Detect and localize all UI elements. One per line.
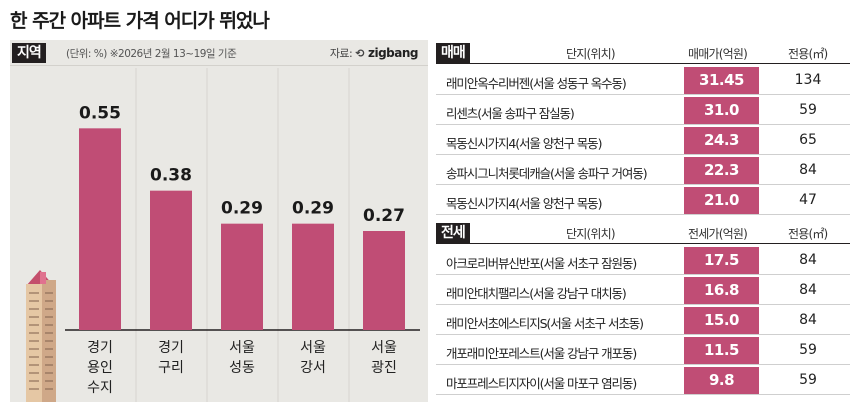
bar-value-label: 0.27 (363, 206, 405, 226)
lease-row-price: 9.8 (684, 367, 759, 394)
sale-row-price: 21.0 (684, 187, 759, 214)
category-label: 수지 (87, 380, 113, 396)
category-label: 구리 (158, 360, 184, 376)
category-label: 경기 (87, 340, 113, 356)
lease-row-area: 59 (799, 372, 817, 388)
bar (150, 190, 192, 330)
sale-table-row: 목동신시가지4(서울 양천구 목동) 24.3 65 (436, 127, 850, 155)
lease-header-price: 전세가(억원) (688, 227, 748, 241)
sale-row-price: 24.3 (684, 127, 759, 154)
top-prices-panel: 매매 단지(위치) 매매가(억원) 전용(㎡) 래미안옥수리버젠(서울 성동구 … (436, 40, 850, 402)
zigbang-logo-icon: ⟲ (355, 47, 364, 60)
category-label: 경기 (158, 340, 184, 356)
lease-row-price: 17.5 (684, 247, 759, 274)
source-note: 자료: ⟲ zigbang (329, 45, 419, 61)
bar (79, 128, 121, 330)
page-title: 한 주간 아파트 가격 어디가 뛰었나 (10, 10, 270, 32)
sale-row-price: 31.0 (684, 97, 759, 124)
category-label: 서울 (229, 340, 255, 356)
sale-header-area: 전용(㎡) (788, 47, 828, 61)
category-label: 성동 (229, 360, 255, 376)
sale-table-row: 리센츠(서울 송파구 잠실동) 31.0 59 (436, 97, 850, 125)
sale-row-price: 31.45 (684, 67, 759, 94)
bar (363, 231, 405, 330)
sale-header-price: 매매가(억원) (688, 47, 748, 61)
bar-value-label: 0.29 (292, 199, 334, 219)
lease-table-header: 전세 단지(위치) 전세가(억원) 전용(㎡) (436, 220, 850, 244)
lease-row-area: 84 (799, 282, 817, 298)
lease-header-name: 단지(위치) (566, 227, 616, 241)
lease-row-area: 84 (799, 252, 817, 268)
sale-table-row: 목동신시가지4(서울 양천구 목동) 21.0 47 (436, 187, 850, 215)
lease-row-name: 마포프레스티지자이(서울 마포구 염리동) (446, 376, 637, 391)
sale-header-name: 단지(위치) (566, 47, 616, 61)
bar-value-label: 0.55 (79, 103, 121, 123)
sale-row-area: 65 (799, 132, 817, 148)
sale-row-price: 22.3 (684, 157, 759, 184)
region-tag: 지역 (12, 43, 46, 63)
source-label: 자료: (329, 47, 353, 60)
lease-row-price: 11.5 (684, 337, 759, 364)
category-label: 서울 (300, 340, 326, 356)
lease-row-name: 래미안서초에스티지S(서울 서초구 서초동) (446, 316, 644, 331)
sale-tag: 매매 (436, 43, 470, 63)
lease-row-name: 아크로리버뷰신반포(서울 서초구 잠원동) (446, 256, 637, 271)
region-panel: 지역 (단위: %) ※2026년 2월 13~19일 기준 자료: ⟲ zigb… (10, 40, 428, 402)
sale-table-header: 매매 단지(위치) 매매가(억원) 전용(㎡) (436, 40, 850, 64)
unit-note: (단위: %) ※2026년 2월 13~19일 기준 (66, 46, 237, 61)
date-note: ※2026년 2월 13~19일 기준 (109, 48, 237, 60)
lease-table-row: 개포래미안포레스트(서울 강남구 개포동) 11.5 59 (436, 337, 850, 365)
bar-value-label: 0.29 (221, 199, 263, 219)
sale-row-name: 리센츠(서울 송파구 잠실동) (446, 106, 575, 121)
lease-row-name: 래미안대치팰리스(서울 강남구 대치동) (446, 286, 627, 301)
sale-row-area: 59 (799, 102, 817, 118)
lease-row-name: 개포래미안포레스트(서울 강남구 개포동) (446, 346, 637, 361)
sale-row-area: 84 (799, 162, 817, 178)
lease-table-row: 아크로리버뷰신반포(서울 서초구 잠원동) 17.5 84 (436, 247, 850, 275)
bar (292, 223, 334, 330)
lease-header-area: 전용(㎡) (788, 227, 828, 241)
sale-row-area: 134 (794, 72, 822, 88)
sale-row-name: 목동신시가지4(서울 양천구 목동) (446, 196, 602, 211)
sale-table-row: 래미안옥수리버젠(서울 성동구 옥수동) 31.45 134 (436, 67, 850, 95)
category-label: 용인 (87, 360, 113, 376)
bar (221, 223, 263, 330)
region-panel-header: 지역 (단위: %) ※2026년 2월 13~19일 기준 자료: ⟲ zigb… (10, 40, 428, 66)
lease-table-row: 래미안대치팰리스(서울 강남구 대치동) 16.8 84 (436, 277, 850, 305)
sale-row-name: 래미안옥수리버젠(서울 성동구 옥수동) (446, 76, 627, 91)
sale-row-name: 송파시그니처롯데캐슬(서울 송파구 거여동) (446, 166, 648, 181)
bar-value-label: 0.38 (150, 166, 192, 186)
sale-row-name: 목동신시가지4(서울 양천구 목동) (446, 136, 602, 151)
lease-row-price: 15.0 (684, 307, 759, 334)
sale-row-area: 47 (799, 192, 817, 208)
category-label: 서울 (371, 340, 397, 356)
category-label: 강서 (300, 360, 326, 376)
lease-table-row: 래미안서초에스티지S(서울 서초구 서초동) 15.0 84 (436, 307, 850, 335)
source-brand: zigbang (367, 46, 419, 60)
category-label: 광진 (371, 360, 397, 376)
lease-row-area: 59 (799, 342, 817, 358)
sale-table-row: 송파시그니처롯데캐슬(서울 송파구 거여동) 22.3 84 (436, 157, 850, 185)
unit-label: (단위: %) (66, 48, 107, 60)
lease-tag: 전세 (436, 223, 470, 243)
lease-row-area: 84 (799, 312, 817, 328)
lease-table-row: 마포프레스티지자이(서울 마포구 염리동) 9.8 59 (436, 367, 850, 395)
apartment-building-icon (26, 270, 56, 402)
lease-row-price: 16.8 (684, 277, 759, 304)
